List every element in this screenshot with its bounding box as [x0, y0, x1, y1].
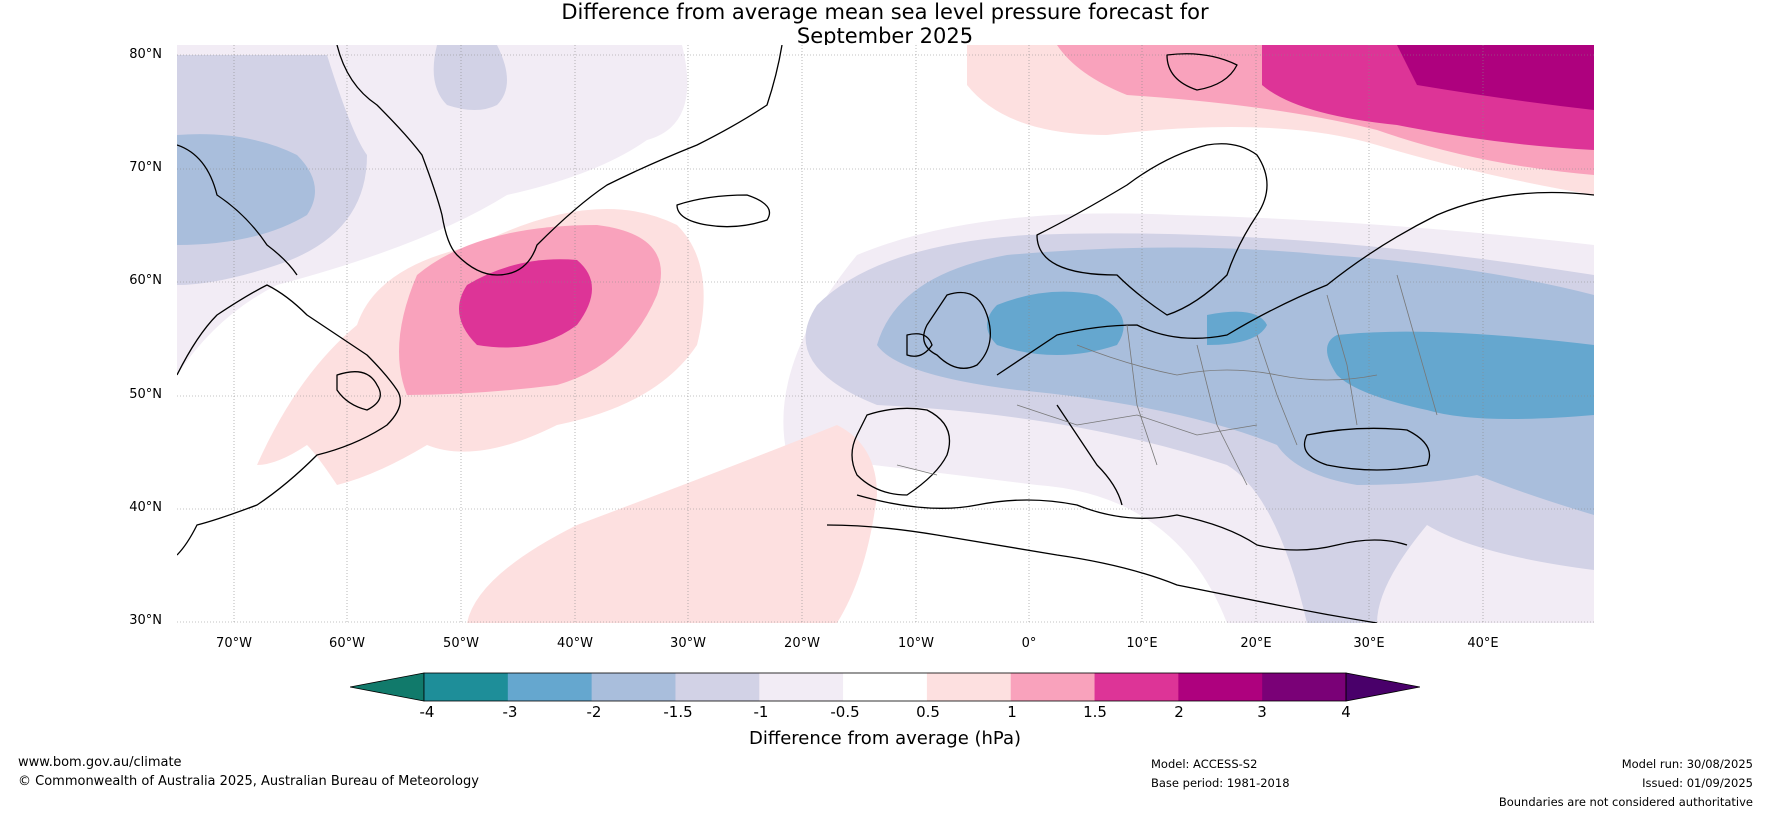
title-line-2: September 2025 [796, 24, 974, 48]
coastline-iberia [851, 407, 951, 496]
disclaimer-text: Boundaries are not considered authoritat… [1498, 795, 1753, 809]
lon-label-60w: 60°W [329, 636, 365, 651]
base-period-text: Base period: 1981-2018 [1151, 776, 1290, 790]
map-title: Difference from average mean sea level p… [0, 0, 1770, 48]
cb-tick-label: 1 [1007, 703, 1017, 721]
lat-label-50n: 50°N [129, 387, 162, 402]
cb-tick-label: 1.5 [1083, 703, 1107, 721]
anomaly-pos-atlantic-core [459, 259, 592, 348]
coastline-labrador [177, 284, 401, 556]
cb-tick-label: 0.5 [916, 703, 940, 721]
colorbar-segment [843, 673, 928, 701]
colorbar-segment [1010, 673, 1096, 701]
lon-label-0: 0° [1021, 636, 1037, 651]
colorbar-extend-high [1345, 672, 1420, 702]
lon-label-10e: 10°E [1126, 636, 1158, 651]
coastline-north-africa [826, 524, 1378, 623]
colorbar-segment [1094, 673, 1179, 701]
colorbar-segment [759, 673, 844, 701]
lon-label-30w: 30°W [670, 636, 706, 651]
coastline-mediterranean [856, 494, 1408, 551]
coastline-black-sea [1303, 427, 1431, 471]
anomaly-neg-east-core-3 [1327, 331, 1594, 419]
colorbar-segment [507, 673, 593, 701]
cb-tick-label: -0.5 [830, 703, 860, 721]
colorbar-extend-low [350, 672, 425, 702]
cb-tick-label: 4 [1341, 703, 1351, 721]
cb-tick-label: -2 [586, 703, 602, 721]
coastline-baffin [177, 144, 298, 276]
colorbar-segment [1178, 673, 1263, 701]
lon-label-20w: 20°W [784, 636, 820, 651]
lat-label-60n: 60°N [129, 273, 162, 288]
cb-tick-label: 3 [1257, 703, 1267, 721]
pressure-anomaly-map [177, 45, 1594, 623]
anomaly-neg-west-mid-2 [433, 45, 507, 110]
anomaly-neg-east-core-1 [987, 291, 1124, 355]
colorbar-segment [591, 673, 676, 701]
coastlines [177, 45, 1594, 623]
lat-label-80n: 80°N [129, 47, 162, 62]
coastline-iceland [676, 194, 771, 228]
cb-tick-label: -3 [502, 703, 518, 721]
cb-tick-label: -4 [419, 703, 435, 721]
coastline-europe-mainland [996, 191, 1594, 376]
lon-label-40e: 40°E [1467, 636, 1499, 651]
lon-label-40w: 40°W [557, 636, 593, 651]
lon-label-70w: 70°W [216, 636, 252, 651]
cb-tick-label: -1.5 [663, 703, 693, 721]
lat-label-30n: 30°N [129, 613, 162, 628]
lat-gridlines [177, 54, 1594, 623]
colorbar-segment [926, 673, 1012, 701]
coastline-svalbard [1166, 53, 1238, 91]
website-link[interactable]: www.bom.gov.au/climate [18, 755, 182, 770]
model-text: Model: ACCESS-S2 [1151, 757, 1258, 771]
cb-tick-label: -1 [753, 703, 769, 721]
lon-label-50w: 50°W [443, 636, 479, 651]
model-run-text: Model run: 30/08/2025 [1621, 757, 1753, 771]
coastline-greenland [336, 45, 783, 276]
coastline-ireland [906, 333, 933, 357]
lat-label-40n: 40°N [129, 500, 162, 515]
country-borders [896, 274, 1438, 486]
lon-label-10w: 10°W [898, 636, 934, 651]
colorbar-segment [424, 673, 509, 701]
cb-tick-label: 2 [1174, 703, 1184, 721]
coastline-scandinavia [1036, 143, 1268, 316]
coastline-british-isles [923, 291, 991, 369]
lon-label-30e: 30°E [1353, 636, 1385, 651]
colorbar [350, 672, 1420, 702]
anomaly-pos-subtropic [467, 425, 877, 623]
anomaly-neg-west-inner [177, 134, 315, 245]
lon-label-20e: 20°E [1240, 636, 1272, 651]
title-line-1: Difference from average mean sea level p… [561, 0, 1209, 24]
lat-label-70n: 70°N [129, 160, 162, 175]
copyright-text: © Commonwealth of Australia 2025, Austra… [18, 774, 479, 789]
colorbar-segment [675, 673, 760, 701]
issued-text: Issued: 01/09/2025 [1642, 776, 1753, 790]
colorbar-title: Difference from average (hPa) [748, 728, 1022, 749]
colorbar-segment [1262, 673, 1347, 701]
anomaly-pos-barents-peak [1397, 45, 1594, 110]
coastline-newfoundland [336, 371, 381, 411]
